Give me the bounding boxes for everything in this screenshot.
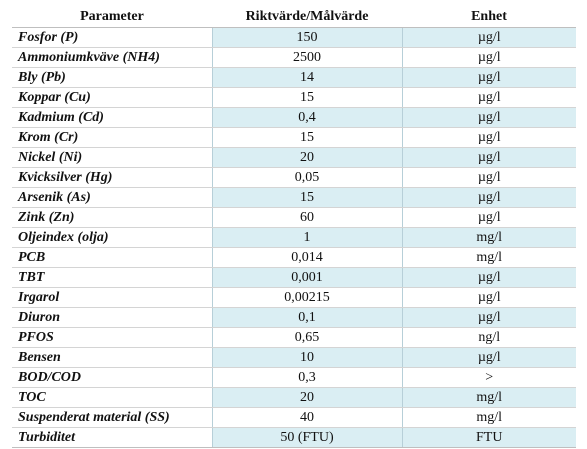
header-parameter: Parameter [12,7,212,28]
unit-cell: µg/l [402,67,576,88]
unit-cell: mg/l [402,247,576,268]
value-cell: 0,014 [211,247,403,268]
guideline-table-container: Parameter Riktvärde/Målvärde Enhet Fosfo… [12,7,576,448]
unit-cell: > [402,367,576,388]
parameter-cell: Suspenderat material (SS) [12,407,212,428]
value-cell: 0,05 [211,167,403,188]
value-cell: 150 [211,27,403,48]
value-cell: 0,00215 [211,287,403,308]
parameter-cell: BOD/COD [12,367,212,388]
unit-cell: µg/l [402,347,576,368]
unit-cell: mg/l [402,407,576,428]
table-row: Fosfor (P) 150 µg/l [12,27,576,48]
parameter-cell: TBT [12,267,212,288]
table-row: Krom (Cr) 15 µg/l [12,127,576,148]
table-row: TOC 20 mg/l [12,387,576,408]
parameter-cell: Nickel (Ni) [12,147,212,168]
unit-cell: µg/l [402,87,576,108]
parameter-cell: Bly (Pb) [12,67,212,88]
value-cell: 15 [211,87,403,108]
unit-cell: µg/l [402,187,576,208]
parameter-cell: Turbiditet [12,427,212,448]
parameter-cell: Kadmium (Cd) [12,107,212,128]
table-row: Kvicksilver (Hg) 0,05 µg/l [12,167,576,188]
value-cell: 0,001 [211,267,403,288]
value-cell: 50 (FTU) [211,427,403,448]
table-row: Nickel (Ni) 20 µg/l [12,147,576,168]
table-row: Oljeindex (olja) 1 mg/l [12,227,576,248]
value-cell: 0,1 [211,307,403,328]
unit-cell: µg/l [402,267,576,288]
value-cell: 60 [211,207,403,228]
table-row: Koppar (Cu) 15 µg/l [12,87,576,108]
parameter-cell: Ammoniumkväve (NH4) [12,47,212,68]
parameter-cell: Oljeindex (olja) [12,227,212,248]
parameter-cell: PCB [12,247,212,268]
guideline-values-table: Parameter Riktvärde/Målvärde Enhet Fosfo… [12,7,576,448]
table-body: Fosfor (P) 150 µg/l Ammoniumkväve (NH4) 2500… [12,27,576,448]
parameter-cell: Diuron [12,307,212,328]
value-cell: 40 [211,407,403,428]
value-cell: 2500 [211,47,403,68]
table-row: Bly (Pb) 14 µg/l [12,67,576,88]
value-cell: 0,3 [211,367,403,388]
table-row: Kadmium (Cd) 0,4 µg/l [12,107,576,128]
unit-cell: FTU [402,427,576,448]
table-row: Ammoniumkväve (NH4) 2500 µg/l [12,47,576,68]
table-header-row: Parameter Riktvärde/Målvärde Enhet [12,7,576,28]
value-cell: 15 [211,187,403,208]
unit-cell: µg/l [402,107,576,128]
parameter-cell: Bensen [12,347,212,368]
parameter-cell: Krom (Cr) [12,127,212,148]
table-row: Suspenderat material (SS) 40 mg/l [12,407,576,428]
unit-cell: mg/l [402,227,576,248]
table-row: Turbiditet 50 (FTU) FTU [12,427,576,448]
parameter-cell: Irgarol [12,287,212,308]
unit-cell: µg/l [402,147,576,168]
value-cell: 15 [211,127,403,148]
unit-cell: µg/l [402,287,576,308]
unit-cell: µg/l [402,207,576,228]
parameter-cell: PFOS [12,327,212,348]
table-row: PCB 0,014 mg/l [12,247,576,268]
unit-cell: ng/l [402,327,576,348]
value-cell: 1 [211,227,403,248]
table-row: Irgarol 0,00215 µg/l [12,287,576,308]
unit-cell: µg/l [402,307,576,328]
table-row: PFOS 0,65 ng/l [12,327,576,348]
table-row: Bensen 10 µg/l [12,347,576,368]
unit-cell: µg/l [402,27,576,48]
value-cell: 0,4 [211,107,403,128]
parameter-cell: Kvicksilver (Hg) [12,167,212,188]
unit-cell: mg/l [402,387,576,408]
unit-cell: µg/l [402,167,576,188]
table-row: Arsenik (As) 15 µg/l [12,187,576,208]
value-cell: 0,65 [211,327,403,348]
table-row: Diuron 0,1 µg/l [12,307,576,328]
value-cell: 20 [211,147,403,168]
header-value: Riktvärde/Målvärde [212,7,402,28]
parameter-cell: TOC [12,387,212,408]
unit-cell: µg/l [402,127,576,148]
parameter-cell: Fosfor (P) [12,27,212,48]
table-row: Zink (Zn) 60 µg/l [12,207,576,228]
parameter-cell: Arsenik (As) [12,187,212,208]
parameter-cell: Zink (Zn) [12,207,212,228]
unit-cell: µg/l [402,47,576,68]
value-cell: 14 [211,67,403,88]
value-cell: 10 [211,347,403,368]
table-row: TBT 0,001 µg/l [12,267,576,288]
header-unit: Enhet [402,7,576,28]
table-row: BOD/COD 0,3 > [12,367,576,388]
parameter-cell: Koppar (Cu) [12,87,212,108]
value-cell: 20 [211,387,403,408]
